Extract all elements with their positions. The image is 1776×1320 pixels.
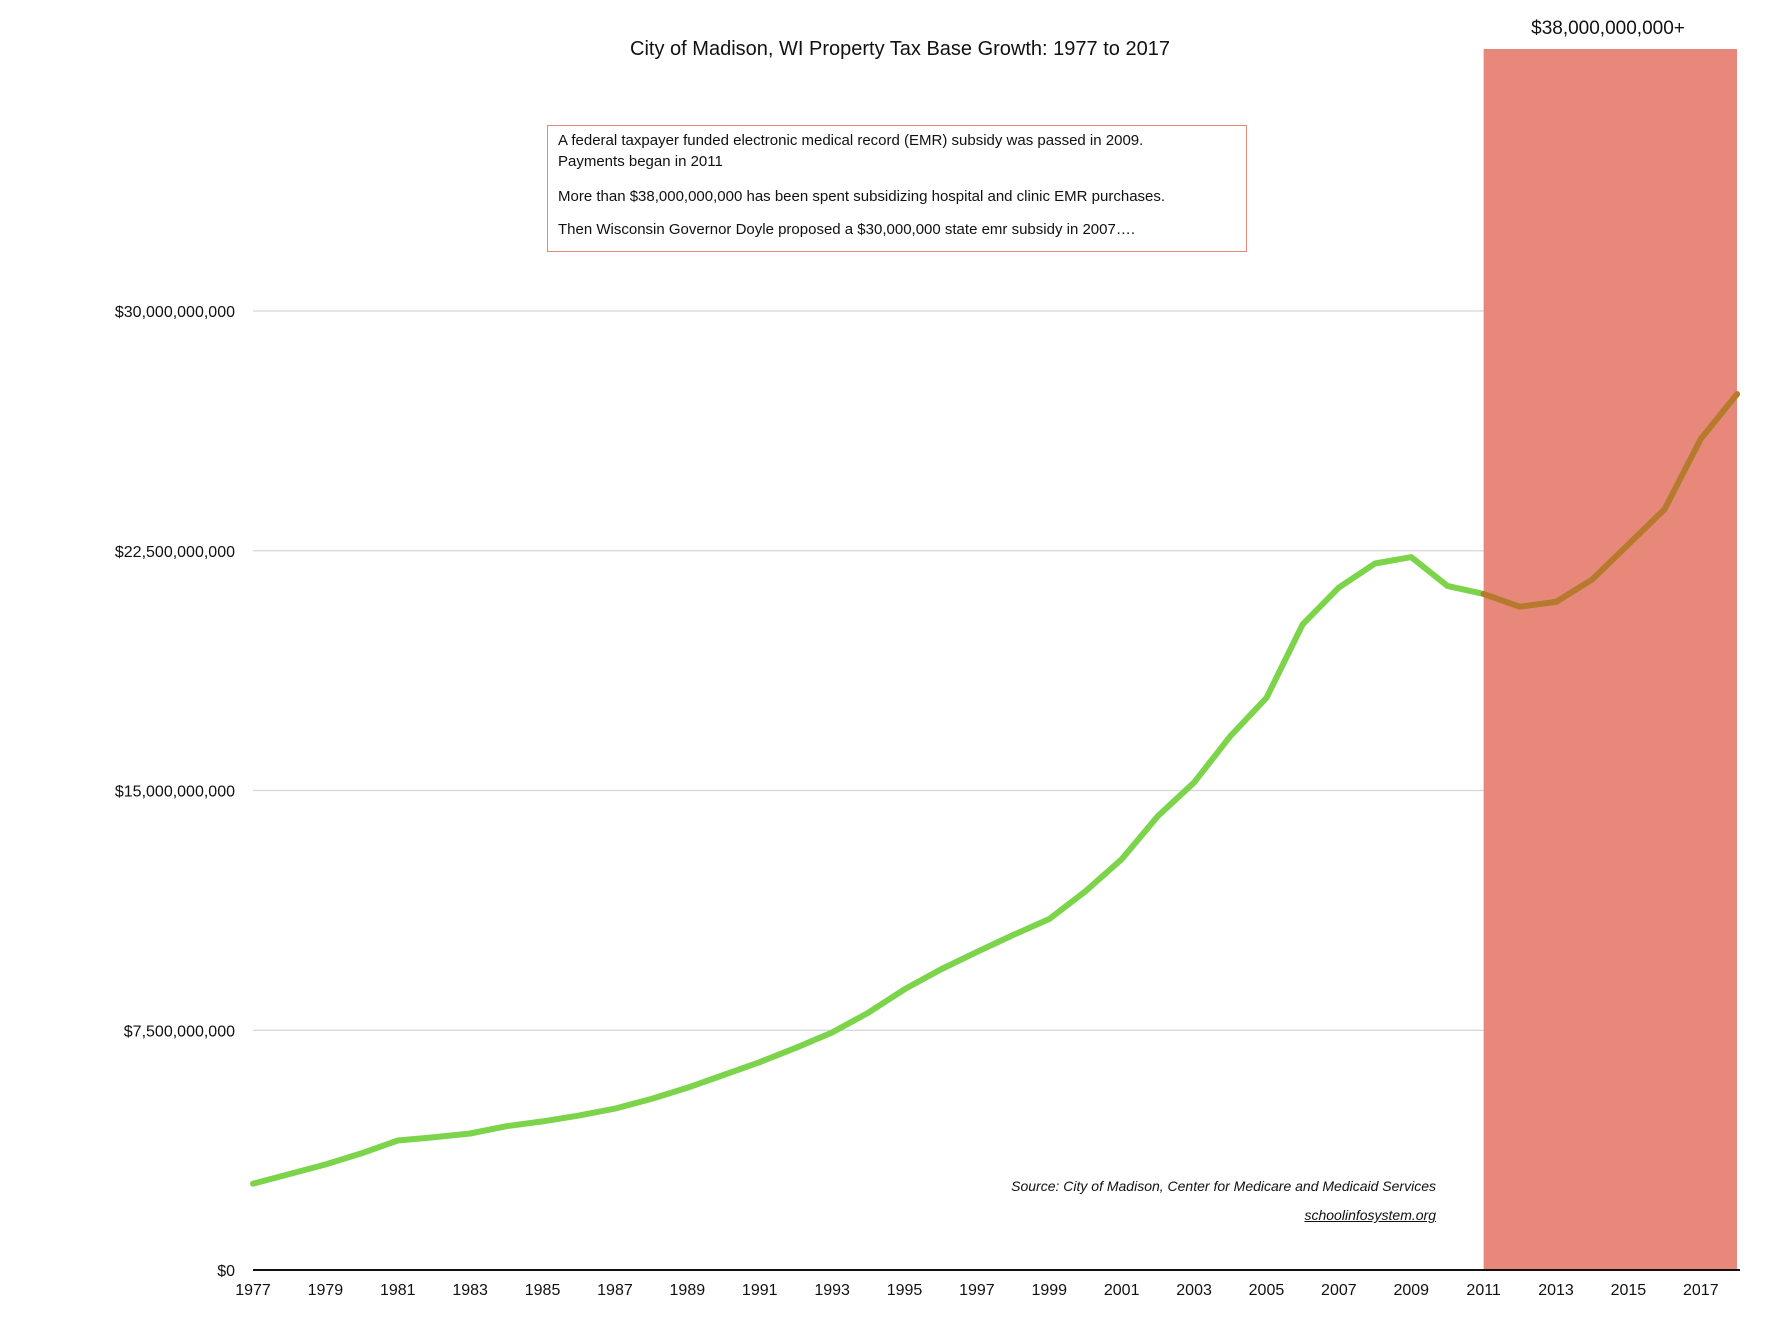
x-tick-label: 2001 (1104, 1282, 1140, 1299)
y-tick-label: $7,500,000,000 (124, 1023, 235, 1040)
x-tick-label: 2017 (1683, 1282, 1719, 1299)
highlight-label: $38,000,000,000+ (1531, 18, 1685, 39)
x-tick-label: 1985 (525, 1282, 561, 1299)
highlight-region-layer (1483, 49, 1737, 1269)
annotation-box: A federal taxpayer funded electronic med… (547, 125, 1247, 252)
site-link[interactable]: schoolinfosystem.org (1304, 1207, 1436, 1223)
chart-title: City of Madison, WI Property Tax Base Gr… (630, 38, 1170, 60)
x-tick-label: 1997 (959, 1282, 995, 1299)
x-tick-label: 1999 (1031, 1282, 1067, 1299)
x-tick-label: 1991 (742, 1282, 778, 1299)
x-tick-label: 1979 (308, 1282, 344, 1299)
x-tick-label: 1993 (814, 1282, 850, 1299)
annotation-line-3: More than $38,000,000,000 has been spent… (558, 188, 1166, 205)
y-tick-label: $30,000,000,000 (115, 304, 235, 321)
annotation-line-1: A federal taxpayer funded electronic med… (558, 132, 1144, 149)
x-tick-label: 1987 (597, 1282, 633, 1299)
series-layer (250, 391, 1740, 1187)
x-tick-label: 2005 (1249, 1282, 1285, 1299)
y-tick-label: $22,500,000,000 (115, 544, 235, 561)
axes: $0 $7,500,000,000 $15,000,000,000 $22,500,0… (115, 304, 1740, 1299)
x-tick-label: 1983 (452, 1282, 488, 1299)
x-tick-label: 1989 (670, 1282, 706, 1299)
x-tick-label: 2013 (1538, 1282, 1574, 1299)
source-note: Source: City of Madison, Center for Medi… (1011, 1178, 1436, 1194)
y-tick-label: $15,000,000,000 (115, 784, 235, 801)
y-tick-label: $0 (217, 1263, 235, 1280)
series-line-highlighted-segment (1480, 391, 1740, 610)
x-tick-label: 1977 (235, 1282, 271, 1299)
annotation-line-2: Payments began in 2011 (558, 153, 723, 170)
highlight-region (1483, 49, 1737, 1269)
annotation-line-4: Then Wisconsin Governor Doyle proposed a… (558, 221, 1135, 238)
x-tick-label: 2003 (1176, 1282, 1212, 1299)
x-tick-label: 2009 (1393, 1282, 1429, 1299)
x-tick-label: 1995 (887, 1282, 923, 1299)
x-tick-label: 2011 (1466, 1282, 1501, 1299)
x-tick-label: 2015 (1611, 1282, 1647, 1299)
x-tick-label: 2007 (1321, 1282, 1357, 1299)
x-tick-label: 1981 (380, 1282, 416, 1299)
